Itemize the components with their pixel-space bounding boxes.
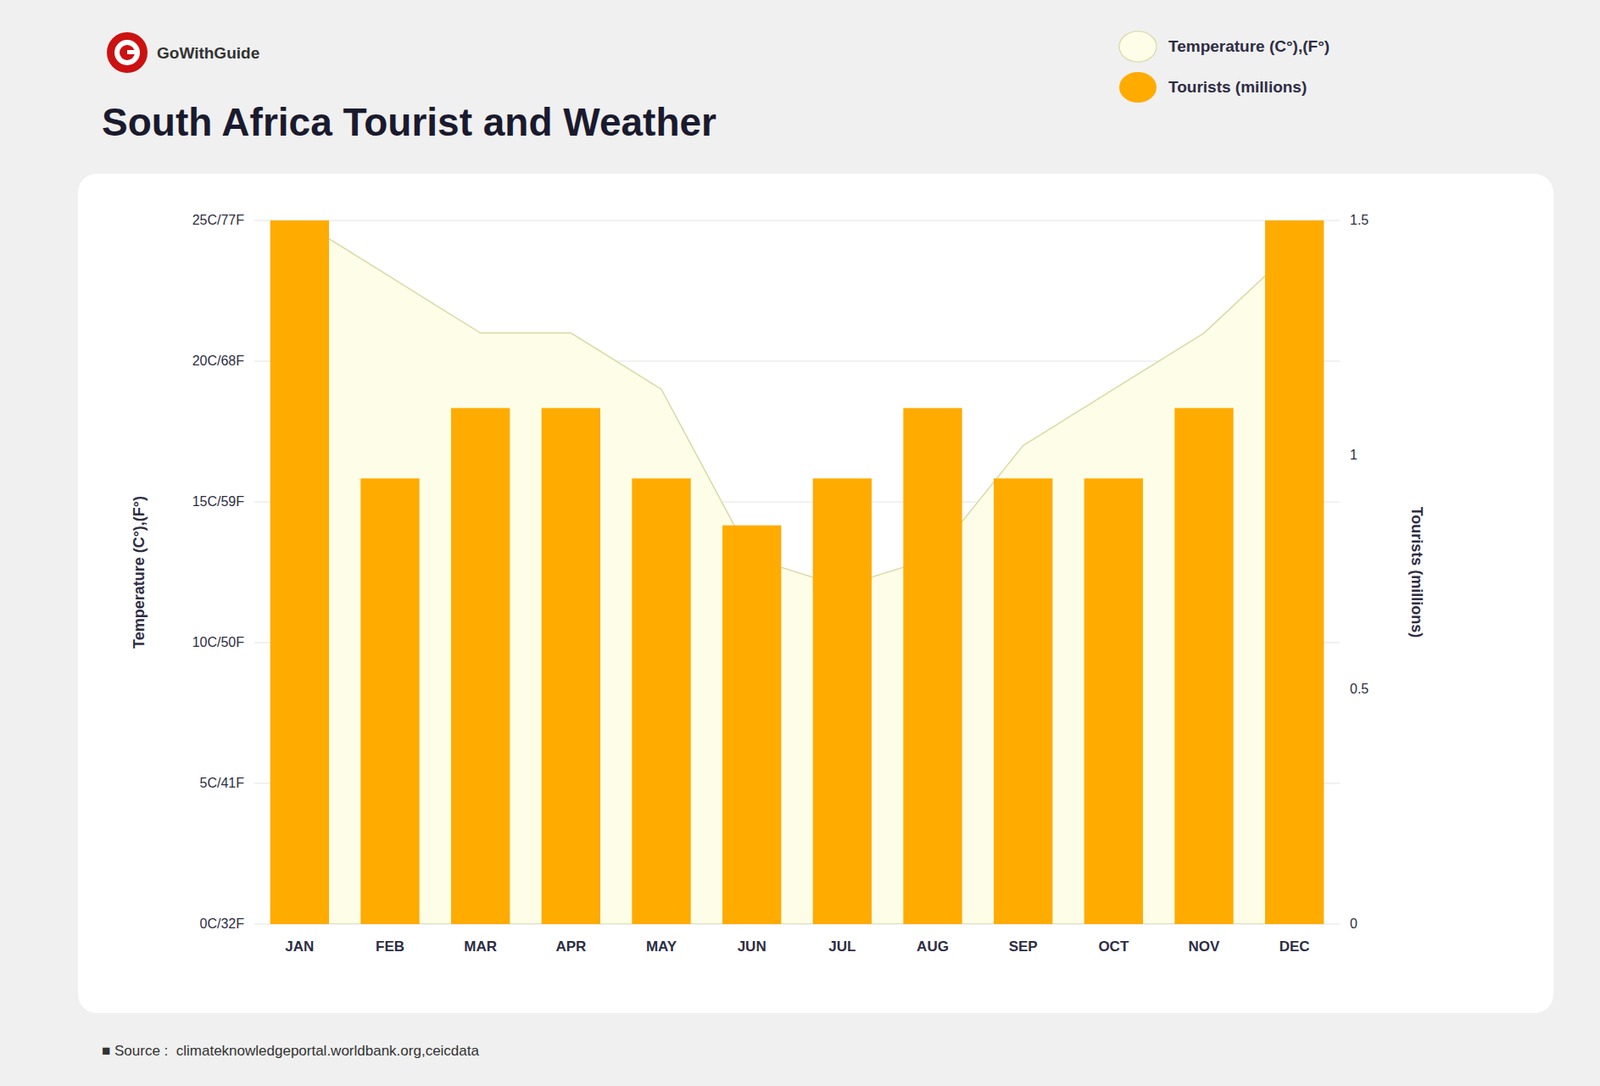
x-tick-label: APR	[555, 938, 586, 955]
legend-swatch	[1119, 31, 1157, 62]
bar	[1084, 478, 1143, 925]
chart-card	[78, 173, 1554, 1014]
x-tick-label: FEB	[375, 938, 405, 955]
bar	[1174, 407, 1233, 925]
y2-tick-label: 1	[1349, 447, 1358, 463]
y-tick-label: 5C/41F	[200, 775, 246, 791]
bar	[722, 525, 781, 925]
grid	[254, 220, 1340, 925]
grid-line	[254, 220, 1340, 222]
marks	[270, 220, 1325, 925]
y2-tick-label: 0	[1349, 916, 1358, 932]
x-tick-label: MAR	[463, 938, 497, 955]
x-tick-label: JUN	[737, 938, 767, 955]
bar	[541, 407, 601, 925]
bar	[631, 478, 691, 925]
logo-icon	[127, 50, 138, 55]
x-tick-label: SEP	[1009, 938, 1038, 955]
y-tick-label: 20C/68F	[192, 353, 246, 368]
background	[0, 0, 1600, 1086]
bar	[451, 407, 510, 925]
source-text: ■ Source : climateknowledgeportal.worldb…	[101, 1042, 480, 1060]
x-tick-label: DEC	[1279, 938, 1311, 955]
title: South Africa Tourist and Weather	[101, 100, 717, 145]
y2-axis-label: Tourists (millions)	[1408, 507, 1426, 639]
legend-label: Temperature (C°),(F°)	[1168, 37, 1330, 56]
logo-icon	[114, 39, 140, 66]
x-tick-label: JAN	[284, 938, 314, 955]
x-tick-label: NOV	[1188, 938, 1221, 955]
y2-tick-label: 1.5	[1349, 212, 1369, 228]
logo-text: GoWithGuide	[156, 44, 260, 62]
y-tick-label: 0C/32F	[200, 916, 246, 932]
x-tick-label: MAY	[646, 938, 678, 955]
logo-icon	[106, 32, 148, 73]
bar	[360, 478, 419, 925]
x-tick-label: JUL	[828, 938, 856, 955]
logo: GoWithGuide	[106, 32, 260, 73]
bar	[993, 478, 1053, 925]
legend-swatch	[1119, 72, 1157, 103]
y-axis-label: Temperature (C°),(F°)	[130, 496, 148, 649]
x-tick-label: OCT	[1098, 938, 1130, 955]
bar	[813, 478, 872, 925]
y2-tick-label: 0.5	[1349, 681, 1369, 697]
legend: Temperature (C°),(F°) Tourists (millions)	[1119, 31, 1330, 103]
legend-label: Tourists (millions)	[1168, 78, 1307, 96]
y-tick-label: 25C/77F	[192, 212, 246, 228]
y-tick-label: 10C/50F	[192, 635, 246, 650]
bar	[270, 220, 329, 925]
chart: 0C/32F 5C/41F 10C/50F 15C/59F 20C/68F 25C/77F…	[0, 0, 1600, 1086]
temperature-area	[299, 220, 1294, 925]
x-tick-label: AUG	[916, 938, 949, 955]
y-tick-label: 15C/59F	[192, 494, 246, 509]
bar	[1265, 220, 1324, 925]
bar	[903, 407, 962, 925]
